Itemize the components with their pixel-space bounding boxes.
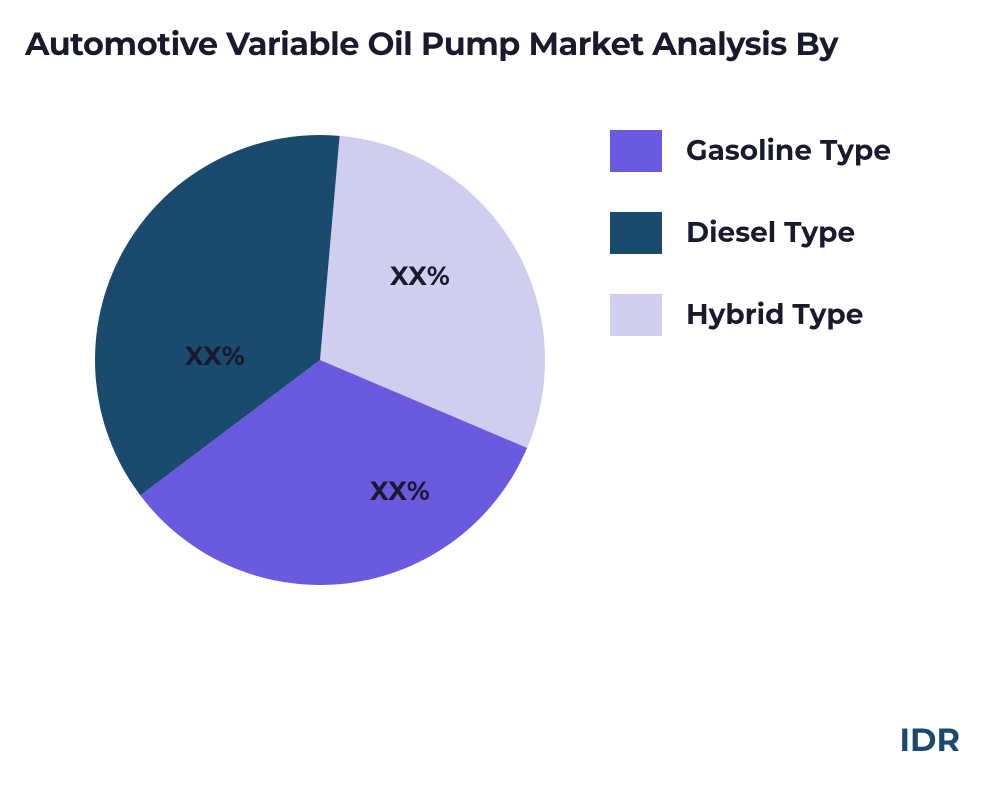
brand-label: IDR [900,721,960,760]
legend-swatch [610,294,662,336]
legend-swatch [610,130,662,172]
legend: Gasoline Type Diesel Type Hybrid Type [610,130,891,376]
legend-item-diesel-type: Diesel Type [610,212,891,254]
legend-label: Hybrid Type [686,298,863,332]
legend-swatch [610,212,662,254]
pie-label-hybrid-type: XX% [390,260,450,292]
page-title: Automotive Variable Oil Pump Market Anal… [25,25,838,64]
pie-chart: XX% XX% XX% [90,130,550,590]
pie-label-gasoline-type: XX% [370,475,430,507]
legend-label: Diesel Type [686,216,855,250]
legend-item-gasoline-type: Gasoline Type [610,130,891,172]
pie-svg [90,130,550,590]
legend-label: Gasoline Type [686,134,891,168]
legend-item-hybrid-type: Hybrid Type [610,294,891,336]
pie-label-diesel-type: XX% [185,340,245,372]
